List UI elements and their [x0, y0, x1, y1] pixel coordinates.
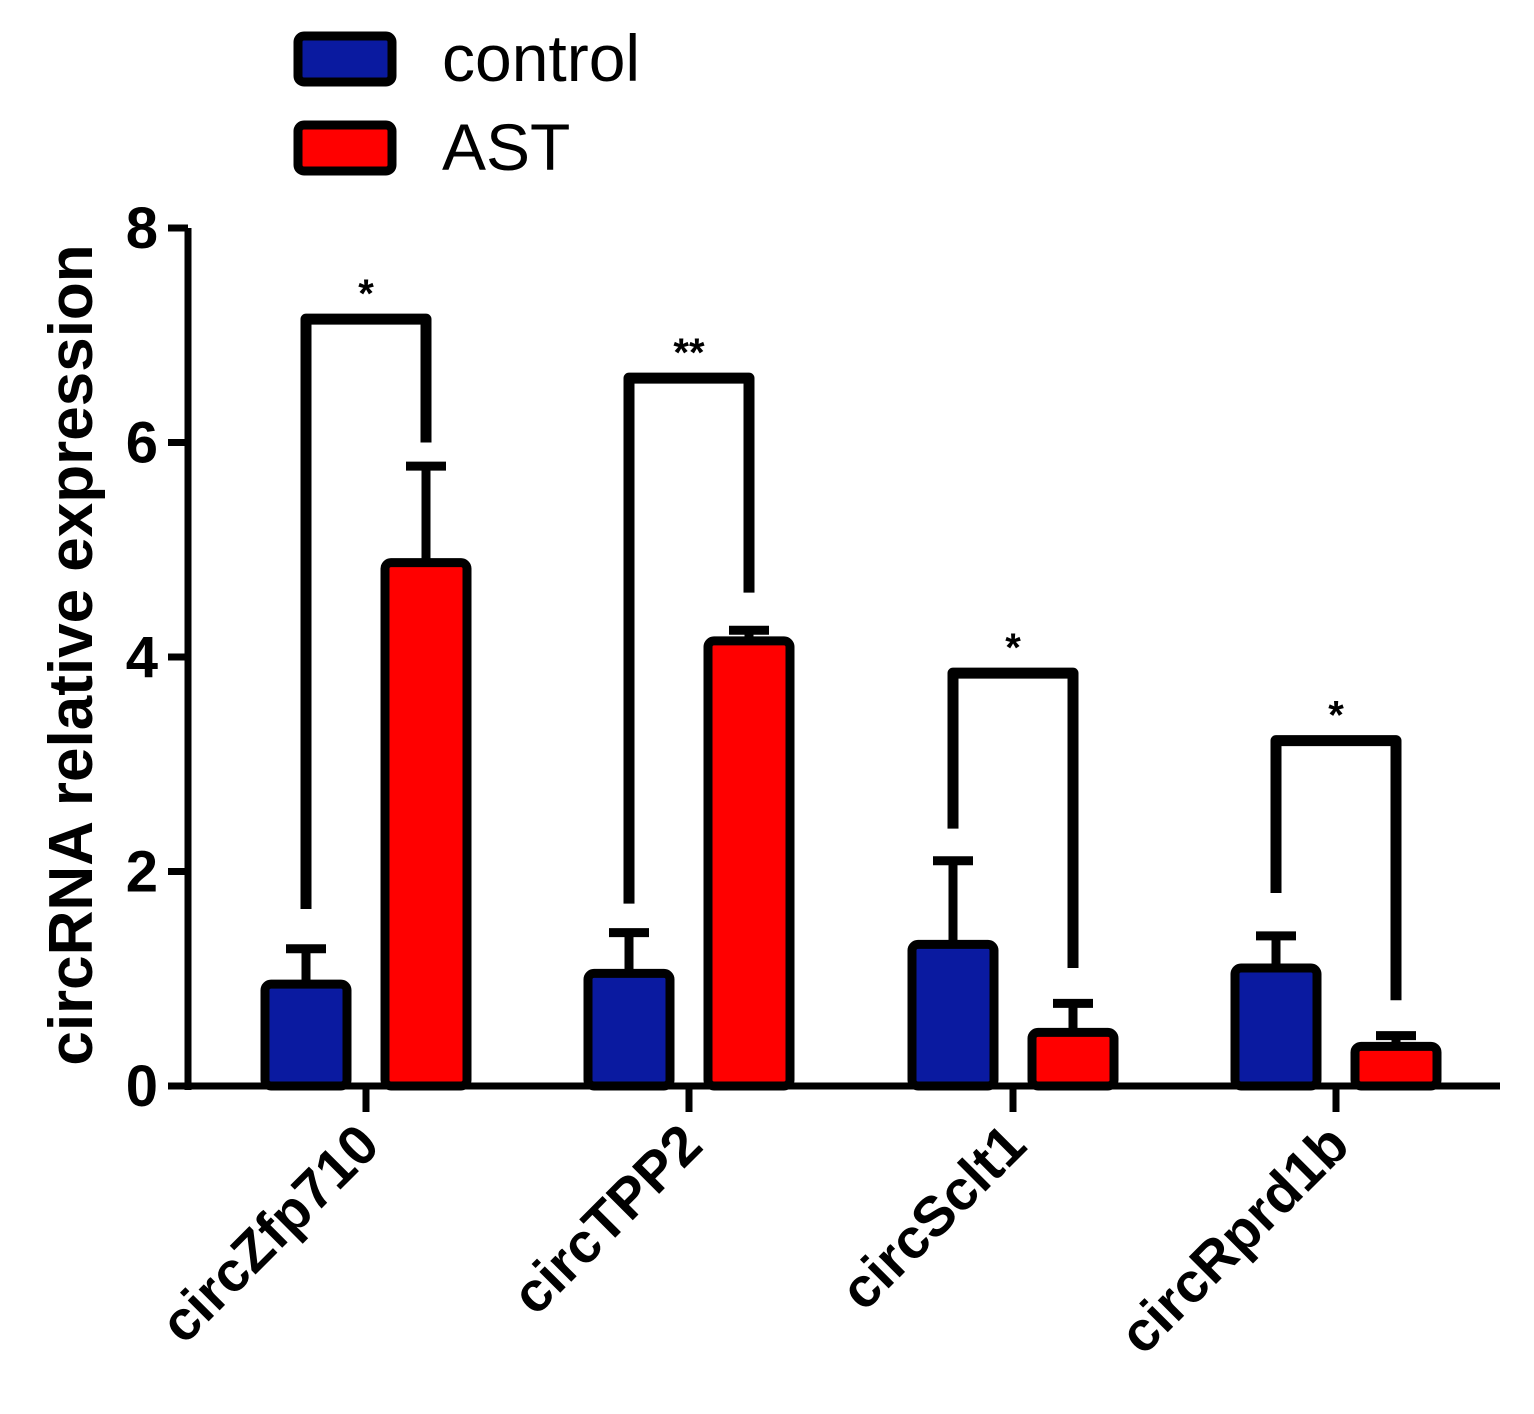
y-tick-label-2: 2 — [126, 840, 158, 905]
x-tick-label-circzfp710: circZfp710 — [148, 1112, 391, 1355]
bar-ast-circtpp2 — [703, 636, 795, 1091]
y-tick-label-0: 0 — [126, 1054, 158, 1119]
bar-ast-circrprd1b — [1350, 1041, 1442, 1091]
significance-bracket-4 — [1270, 735, 1402, 1001]
bar-control-circsclt1 — [907, 939, 999, 1091]
x-tick-label-circsclt1: circSclt1 — [828, 1112, 1038, 1322]
legend-swatch-ast — [293, 120, 397, 176]
legend-label-ast: AST — [442, 110, 570, 184]
bar-ast-circsclt1 — [1027, 1027, 1119, 1091]
significance-label-3: * — [1005, 626, 1021, 670]
y-axis-label: circRNA relative expression — [37, 244, 106, 1065]
bar-ast-circzfp710 — [380, 558, 472, 1091]
significance-bracket-3 — [947, 667, 1079, 969]
legend-swatch-control — [293, 31, 397, 87]
y-tick-label-6: 6 — [126, 411, 158, 476]
bar-control-circtpp2 — [583, 968, 675, 1091]
significance-bracket-2 — [623, 372, 755, 904]
bar-control-circrprd1b — [1230, 963, 1322, 1091]
x-tick-label-circtpp2: circTPP2 — [499, 1112, 713, 1326]
plot-area: 0 2 4 6 8 circZfp710 circTPP2 circSclt1 circRprd… — [126, 196, 1500, 1366]
x-tick-label-circrprd1b: circRprd1b — [1107, 1112, 1361, 1366]
significance-label-2: ** — [673, 331, 705, 375]
significance-label-4: * — [1328, 694, 1344, 738]
legend-label-control: control — [442, 21, 640, 95]
significance-bracket-1 — [300, 313, 432, 910]
y-tick-label-4: 4 — [126, 625, 158, 690]
bar-control-circzfp710 — [260, 979, 352, 1091]
legend: control AST — [293, 21, 640, 184]
y-tick-label-8: 8 — [126, 196, 158, 261]
significance-label-1: * — [358, 272, 374, 316]
